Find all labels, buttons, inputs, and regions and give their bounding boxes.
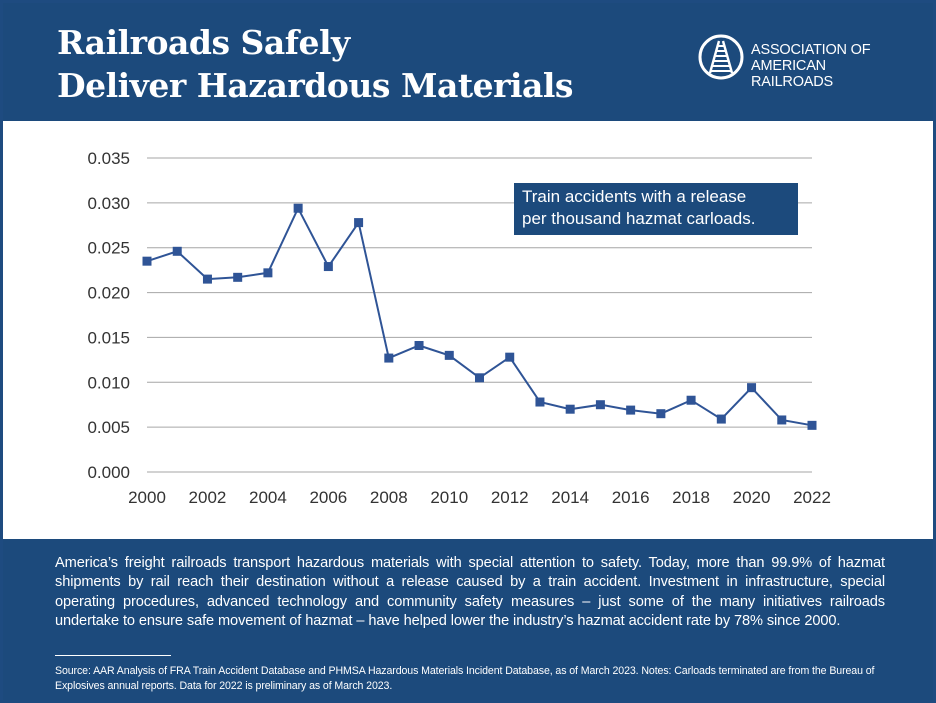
- footer-panel: America’s freight railroads transport ha…: [3, 539, 933, 700]
- data-point-2009: [414, 341, 424, 351]
- x-tick-label: 2008: [370, 488, 408, 507]
- y-tick-label: 0.020: [87, 284, 130, 303]
- x-tick-label: 2000: [128, 488, 166, 507]
- data-point-2002: [202, 274, 212, 284]
- data-point-2013: [535, 397, 545, 407]
- data-point-2012: [505, 352, 515, 362]
- data-point-2022: [807, 420, 817, 430]
- x-tick-label: 2016: [612, 488, 650, 507]
- series-layer: [142, 203, 817, 430]
- description-paragraph: America’s freight railroads transport ha…: [55, 555, 885, 630]
- x-tick-label: 2004: [249, 488, 287, 507]
- data-point-2000: [142, 256, 152, 266]
- data-point-2007: [354, 218, 364, 228]
- page-title: Railroads Safely Deliver Hazardous Mater…: [57, 21, 574, 107]
- y-tick-label: 0.005: [87, 418, 130, 437]
- legend-line-2: per thousand hazmat carloads.: [522, 209, 756, 228]
- data-point-2008: [384, 353, 394, 363]
- data-point-2011: [475, 373, 484, 383]
- logo-line-1: ASSOCIATION OF: [751, 42, 871, 58]
- source-note: Source: AAR Analysis of FRA Train Accide…: [55, 665, 875, 692]
- data-point-2021: [777, 415, 787, 425]
- x-tick-label: 2022: [793, 488, 831, 507]
- line-chart: 0.000 0.005 0.010 0.015 0.020 0.025 0.030 0.035…: [0, 121, 936, 539]
- y-tick-label: 0.025: [87, 239, 130, 258]
- railroad-track-icon: [698, 34, 744, 80]
- series-line-0: [146, 205, 813, 427]
- legend-line-1: Train accidents with a release: [522, 187, 747, 206]
- data-point-2010: [444, 350, 454, 360]
- header-banner: Railroads Safely Deliver Hazardous Mater…: [3, 3, 933, 121]
- title-line-1: Railroads Safely: [57, 23, 350, 62]
- x-tick-label: 2002: [189, 488, 227, 507]
- data-point-2020: [747, 383, 757, 393]
- data-point-2006: [323, 262, 333, 272]
- y-tick-label: 0.000: [87, 463, 130, 482]
- x-axis-ticks: 2000 2002 2004 2006 2008 2010 2012 2014 2016 2018…: [128, 488, 831, 507]
- x-tick-label: 2010: [430, 488, 468, 507]
- title-line-2: Deliver Hazardous Materials: [57, 66, 574, 105]
- logo-line-2: AMERICAN RAILROADS: [751, 58, 833, 90]
- legend-box: Train accidents with a release per thous…: [514, 183, 798, 235]
- data-point-2017: [656, 409, 666, 419]
- x-tick-label: 2012: [491, 488, 529, 507]
- data-point-2018: [686, 395, 696, 405]
- y-axis-ticks: 0.000 0.005 0.010 0.015 0.020 0.025 0.030 0.035: [87, 149, 130, 482]
- data-point-2014: [565, 404, 575, 414]
- aar-logo: ASSOCIATION OF AMERICAN RAILROADS: [697, 33, 907, 90]
- x-tick-label: 2020: [733, 488, 771, 507]
- y-tick-label: 0.015: [87, 328, 130, 347]
- data-point-2005: [293, 203, 303, 213]
- x-tick-label: 2014: [551, 488, 589, 507]
- y-tick-label: 0.010: [87, 373, 130, 392]
- logo-wordmark: ASSOCIATION OF AMERICAN RAILROADS: [751, 42, 907, 90]
- data-point-2003: [233, 272, 243, 282]
- x-tick-label: 2018: [672, 488, 710, 507]
- data-point-2016: [626, 405, 636, 415]
- data-point-2015: [595, 400, 605, 410]
- footer-divider: [55, 655, 171, 656]
- x-tick-label: 2006: [309, 488, 347, 507]
- data-point-2004: [263, 268, 273, 278]
- y-tick-label: 0.035: [87, 149, 130, 168]
- y-tick-label: 0.030: [87, 194, 130, 213]
- data-point-2019: [716, 414, 726, 424]
- data-point-2001: [172, 246, 182, 256]
